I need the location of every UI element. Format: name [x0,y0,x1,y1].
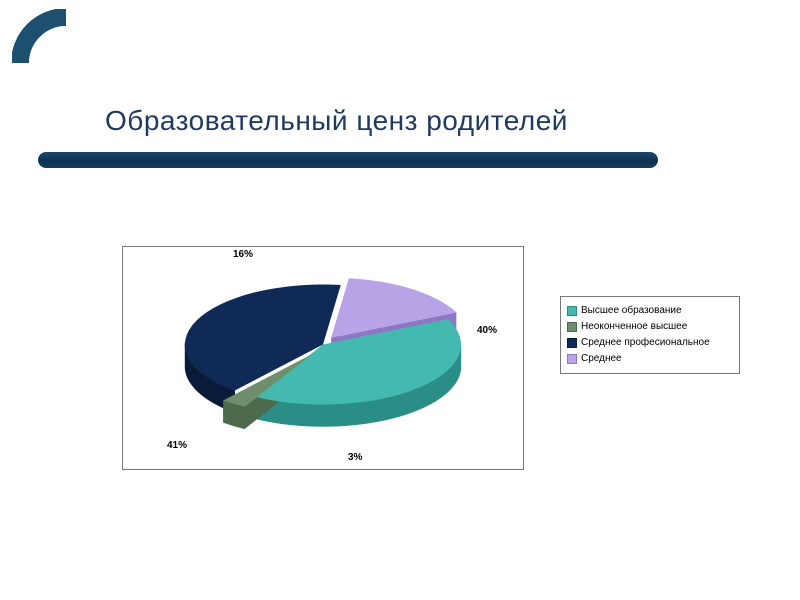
legend-item: Неоконченное высшее [567,319,733,335]
page-title: Образовательный ценз родителей [105,105,568,137]
title-underline [38,152,658,168]
legend-item: Высшее образование [567,303,733,319]
legend-swatch-icon [567,322,577,332]
legend-label: Среднее професиональное [581,335,710,351]
legend-swatch-icon [567,354,577,364]
pie-chart-canvas [123,245,523,472]
legend-swatch-icon [567,306,577,316]
data-label: 40% [477,325,497,336]
legend-swatch-icon [567,338,577,348]
data-label: 41% [167,440,187,451]
legend-item: Среднее [567,351,733,367]
legend-label: Неоконченное высшее [581,319,687,335]
chart-legend: Высшее образованиеНеоконченное высшееСре… [560,296,740,374]
data-label: 16% [233,249,253,260]
legend-item: Среднее професиональное [567,335,733,351]
legend-label: Среднее [581,351,622,367]
slide: Образовательный ценз родителей 40% 3% 41… [0,0,800,600]
legend-label: Высшее образование [581,303,682,319]
pie-chart: 40% 3% 41% 16% [122,246,524,470]
data-label: 3% [348,452,362,463]
